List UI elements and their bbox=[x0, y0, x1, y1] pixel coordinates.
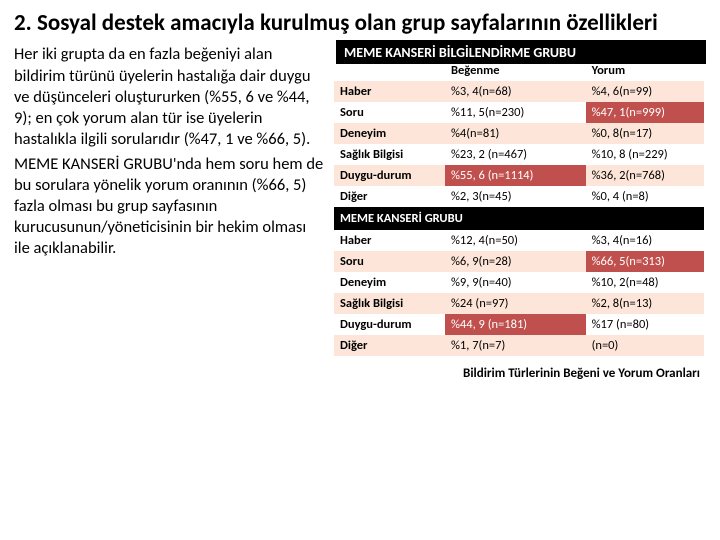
slide: 2. Sosyal destek amacıyla kurulmuş olan … bbox=[0, 0, 720, 540]
table-cell: %6, 9(n=28) bbox=[445, 251, 586, 272]
table-cell: Sağlık Bilgisi bbox=[334, 144, 445, 165]
table-cell: Soru bbox=[334, 251, 445, 272]
table-cell: Haber bbox=[334, 81, 445, 102]
table-cell: %12, 4(n=50) bbox=[445, 230, 586, 251]
table-cell: %10, 2(n=48) bbox=[586, 272, 704, 293]
title-block: 2. Sosyal destek amacıyla kurulmuş olan … bbox=[14, 10, 706, 36]
table-cell: %1, 7(n=7) bbox=[445, 335, 586, 356]
table-cell: %4(n=81) bbox=[445, 123, 586, 144]
page-title: 2. Sosyal destek amacıyla kurulmuş olan … bbox=[14, 10, 706, 36]
table-cell: Sağlık Bilgisi bbox=[334, 293, 445, 314]
table-cell: (n=0) bbox=[586, 335, 704, 356]
table-cell: Duygu-durum bbox=[334, 314, 445, 335]
body-paragraph-1: Her iki grupta da en fazla beğeniyi alan… bbox=[14, 44, 324, 150]
table-cell: Soru bbox=[334, 102, 445, 123]
table-cell: %2, 8(n=13) bbox=[586, 293, 704, 314]
table-caption: Bildirim Türlerinin Beğeni ve Yorum Oran… bbox=[334, 366, 704, 381]
table-cell: Haber bbox=[334, 230, 445, 251]
table-cell: %11, 5(n=230) bbox=[445, 102, 586, 123]
group2-banner: MEME KANSERİ GRUBU bbox=[334, 207, 704, 230]
table-cell: %9, 9(n=40) bbox=[445, 272, 586, 293]
table-cell: %3, 4(n=16) bbox=[586, 230, 704, 251]
table-cell: %17 (n=80) bbox=[586, 314, 704, 335]
group1-banner: MEME KANSERİ BİLGİLENDİRME GRUBU bbox=[336, 40, 706, 64]
table-cell: %0, 4 (n=8) bbox=[586, 186, 704, 207]
table-cell: %2, 3(n=45) bbox=[445, 186, 586, 207]
table-cell: Diğer bbox=[334, 186, 445, 207]
table-cell: %36, 2(n=768) bbox=[586, 165, 704, 186]
table-cell: %4, 6(n=99) bbox=[586, 81, 704, 102]
table-cell: %0, 8(n=17) bbox=[586, 123, 704, 144]
table-cell: Diğer bbox=[334, 335, 445, 356]
body-paragraph-2: MEME KANSERİ GRUBU'nda hem soru hem de b… bbox=[14, 154, 324, 260]
table-cell: %3, 4(n=68) bbox=[445, 81, 586, 102]
table-cell: Duygu-durum bbox=[334, 165, 445, 186]
table-cell: Deneyim bbox=[334, 123, 445, 144]
table-container: BeğenmeYorumHaber%3, 4(n=68)%4, 6(n=99)S… bbox=[334, 44, 704, 381]
table-cell: %24 (n=97) bbox=[445, 293, 586, 314]
table-cell: %44, 9 (n=181) bbox=[445, 314, 586, 335]
table-cell: %10, 8 (n=229) bbox=[586, 144, 704, 165]
table-cell: %66, 5(n=313) bbox=[586, 251, 704, 272]
table-cell: %23, 2 (n=467) bbox=[445, 144, 586, 165]
table-cell: Deneyim bbox=[334, 272, 445, 293]
data-table: BeğenmeYorumHaber%3, 4(n=68)%4, 6(n=99)S… bbox=[334, 44, 704, 356]
content-row: Her iki grupta da en fazla beğeniyi alan… bbox=[14, 44, 706, 381]
table-cell: %55, 6 (n=1114) bbox=[445, 165, 586, 186]
body-text: Her iki grupta da en fazla beğeniyi alan… bbox=[14, 44, 324, 381]
table-cell: %47, 1(n=999) bbox=[586, 102, 704, 123]
